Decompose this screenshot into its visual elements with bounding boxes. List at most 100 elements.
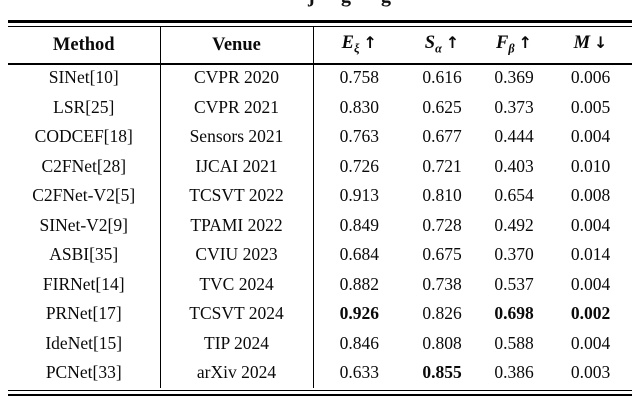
metric-cell-best: 0.855	[422, 362, 462, 383]
table-row: PRNet[17] TCSVT 2024 0.926 0.826 0.698 0…	[8, 299, 632, 329]
method-cell: C2FNet-V2[5]	[32, 185, 136, 206]
table-row: SINet[10] CVPR 2020 0.758 0.616 0.369 0.…	[8, 63, 632, 93]
metric-cell: 0.633	[312, 358, 405, 388]
method-cell: SINet[10]	[48, 67, 119, 88]
method-cell: ASBI[35]	[49, 244, 119, 265]
header-metric-s: Sα ↑	[405, 27, 479, 63]
metric-subscript: ξ	[353, 41, 360, 56]
metric-symbol: F	[495, 33, 509, 54]
metric-cell-best: 0.002	[570, 303, 611, 324]
method-cell: CODCEF[18]	[34, 126, 133, 147]
metric-cell-best: 0.698	[494, 303, 534, 324]
venue-cell: Sensors 2021	[159, 122, 313, 152]
header-metric-f: Fβ ↑	[479, 27, 549, 63]
method-cell: PRNet[17]	[45, 303, 122, 324]
metric-cell: 0.675	[422, 244, 462, 265]
metric-cell: 0.008	[570, 185, 611, 206]
venue-cell: TIP 2024	[159, 328, 313, 358]
metric-cell: 0.808	[422, 332, 462, 353]
method-cell: PCNet[33]	[45, 362, 122, 383]
venue-cell: TCSVT 2024	[159, 299, 313, 329]
metric-cell: 0.763	[312, 122, 405, 152]
clipped-caption-fragment: g	[341, 0, 351, 8]
metric-symbol: E	[341, 33, 354, 54]
metric-cell: 0.738	[422, 273, 462, 294]
metric-cell: 0.826	[422, 303, 462, 324]
table-row: LSR[25] CVPR 2021 0.830 0.625 0.373 0.00…	[8, 92, 632, 122]
metric-cell: 0.684	[312, 240, 405, 270]
metric-cell: 0.373	[494, 96, 534, 117]
clipped-caption-fragment: j	[308, 0, 315, 8]
table-top-rule-thin	[8, 26, 632, 27]
metric-cell: 0.830	[312, 92, 405, 122]
table-row: ASBI[35] CVIU 2023 0.684 0.675 0.370 0.0…	[8, 240, 632, 270]
metric-cell: 0.005	[570, 96, 611, 117]
metric-cell: 0.721	[422, 155, 462, 176]
metric-cell: 0.913	[312, 181, 405, 211]
clipped-caption-fragment: g	[381, 0, 391, 8]
metric-cell: 0.654	[494, 185, 534, 206]
venue-cell: TPAMI 2022	[159, 210, 313, 240]
venue-cell: TCSVT 2022	[159, 181, 313, 211]
metric-cell: 0.726	[312, 151, 405, 181]
metric-symbol: S	[424, 33, 436, 54]
table-bottom-rule-thin	[8, 390, 632, 391]
metric-cell: 0.003	[570, 362, 611, 383]
header-row: Method Venue Eξ ↑ Sα ↑ Fβ ↑ M ↓	[8, 27, 632, 63]
table-row: CODCEF[18] Sensors 2021 0.763 0.677 0.44…	[8, 122, 632, 152]
metric-cell: 0.004	[570, 126, 611, 147]
table-bottom-rule-thick	[8, 393, 632, 396]
up-arrow-icon: ↑	[518, 33, 532, 53]
metric-cell: 0.004	[570, 273, 611, 294]
metric-subscript: β	[508, 41, 515, 56]
metric-cell-best: 0.926	[312, 299, 405, 329]
metric-cell: 0.588	[494, 332, 534, 353]
metric-cell: 0.537	[494, 273, 534, 294]
metric-cell: 0.616	[422, 67, 462, 88]
metric-cell: 0.677	[422, 126, 462, 147]
header-metric-e: Eξ ↑	[312, 27, 405, 63]
table-row: IdeNet[15] TIP 2024 0.846 0.808 0.588 0.…	[8, 328, 632, 358]
venue-cell: arXiv 2024	[159, 358, 313, 388]
metric-symbol: M	[573, 33, 591, 54]
metric-cell: 0.728	[422, 214, 462, 235]
venue-cell: TVC 2024	[159, 269, 313, 299]
metric-subscript: α	[435, 41, 442, 56]
metric-cell: 0.882	[312, 269, 405, 299]
method-cell: LSR[25]	[53, 96, 115, 117]
metric-cell: 0.810	[422, 185, 462, 206]
metric-cell: 0.014	[570, 244, 611, 265]
venue-cell: CVPR 2020	[159, 63, 313, 93]
method-cell: FIRNet[14]	[42, 273, 125, 294]
metric-cell: 0.444	[494, 126, 534, 147]
method-cell: IdeNet[15]	[45, 332, 123, 353]
table-row: SINet-V2[9] TPAMI 2022 0.849 0.728 0.492…	[8, 210, 632, 240]
metric-cell: 0.370	[494, 244, 534, 265]
table-row: FIRNet[14] TVC 2024 0.882 0.738 0.537 0.…	[8, 269, 632, 299]
metric-cell: 0.004	[570, 214, 611, 235]
header-metric-m: M ↓	[549, 27, 632, 63]
metric-cell: 0.403	[494, 155, 534, 176]
table-row: PCNet[33] arXiv 2024 0.633 0.855 0.386 0…	[8, 358, 632, 388]
up-arrow-icon: ↑	[445, 33, 460, 53]
metric-cell: 0.758	[312, 63, 405, 93]
table-top-rule-thick	[8, 20, 632, 23]
venue-cell: CVIU 2023	[159, 240, 313, 270]
metric-cell: 0.006	[570, 67, 611, 88]
metric-cell: 0.849	[312, 210, 405, 240]
table-row: C2FNet-V2[5] TCSVT 2022 0.913 0.810 0.65…	[8, 181, 632, 211]
table-row: C2FNet[28] IJCAI 2021 0.726 0.721 0.403 …	[8, 151, 632, 181]
up-arrow-icon: ↑	[363, 33, 377, 53]
metric-cell: 0.004	[570, 332, 611, 353]
method-cell: C2FNet[28]	[41, 155, 127, 176]
metric-cell: 0.386	[494, 362, 534, 383]
metric-cell: 0.846	[312, 328, 405, 358]
metric-cell: 0.010	[570, 155, 611, 176]
metric-cell: 0.625	[422, 96, 462, 117]
header-venue: Venue	[159, 27, 313, 63]
metric-cell: 0.492	[494, 214, 534, 235]
venue-cell: CVPR 2021	[159, 92, 313, 122]
metric-cell: 0.369	[494, 67, 534, 88]
venue-cell: IJCAI 2021	[159, 151, 313, 181]
